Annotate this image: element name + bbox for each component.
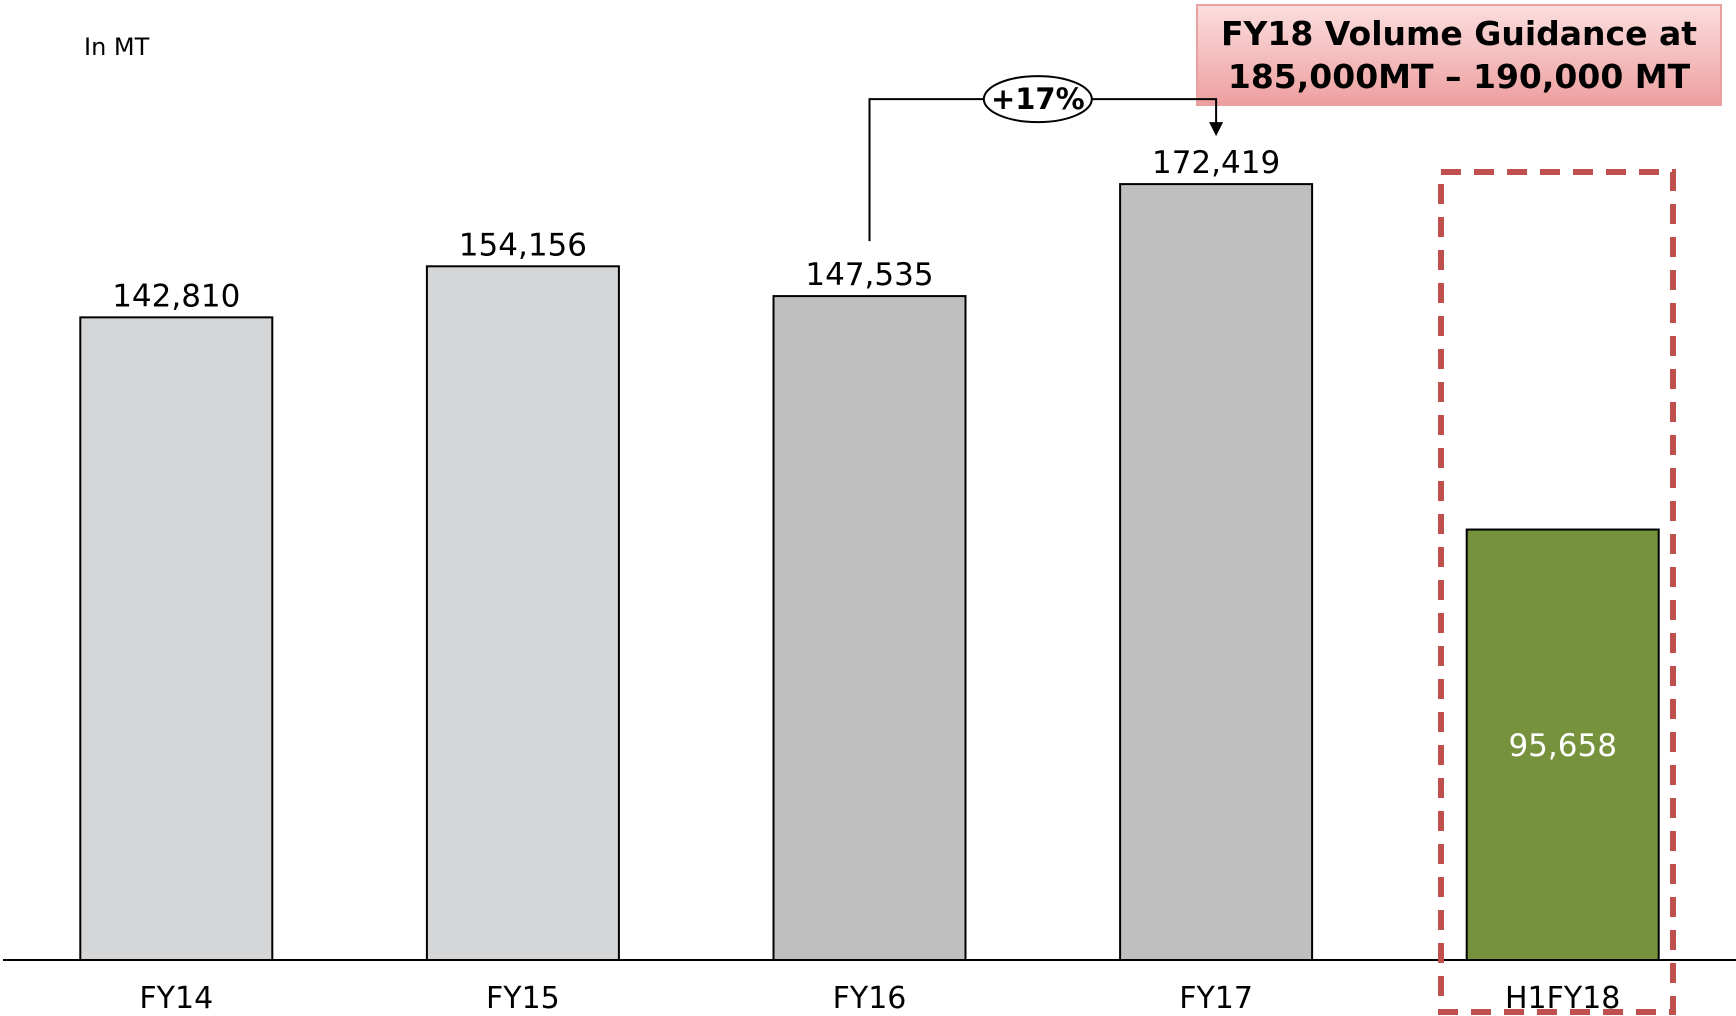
bar-fy15: [425, 265, 620, 962]
category-label-fy14: FY14: [139, 981, 213, 1016]
category-labels-layer: FY14 FY15 FY16 FY17 H1FY18: [139, 981, 1620, 1016]
growth-label: +17%: [991, 82, 1085, 116]
guidance-callout-box: [1196, 4, 1722, 106]
value-label-fy16: 147,535: [805, 257, 933, 293]
growth-arrowhead: [1209, 122, 1224, 137]
growth-oval: [982, 75, 1093, 124]
category-label-h1fy18: H1FY18: [1505, 981, 1620, 1016]
category-label-fy15: FY15: [486, 981, 560, 1016]
category-label-fy16: FY16: [833, 981, 907, 1016]
bar-fy14: [79, 316, 274, 962]
growth-connector: +17%: [868, 75, 1224, 242]
value-label-fy17: 172,419: [1152, 145, 1280, 181]
value-label-fy14: 142,810: [112, 278, 240, 314]
value-label-fy15: 154,156: [459, 227, 587, 263]
bar-fy16: [772, 295, 967, 961]
value-labels-layer: 142,810 154,156 147,535 172,419 95,658: [112, 145, 1617, 764]
bar-h1fy18: [1465, 528, 1660, 961]
value-label-h1fy18: 95,658: [1508, 728, 1616, 764]
unit-label: In MT: [84, 33, 150, 61]
guidance-line-2: 185,000MT – 190,000 MT: [1228, 57, 1691, 96]
bar-fy17: [1119, 183, 1314, 961]
category-label-fy17: FY17: [1179, 981, 1253, 1016]
guidance-line-1: FY18 Volume Guidance at: [1221, 14, 1697, 53]
guidance-callout: FY18 Volume Guidance at 185,000MT – 190,…: [1196, 4, 1722, 106]
highlight-dashed-frame: [1438, 169, 1676, 1015]
bars-layer: [79, 183, 1660, 962]
